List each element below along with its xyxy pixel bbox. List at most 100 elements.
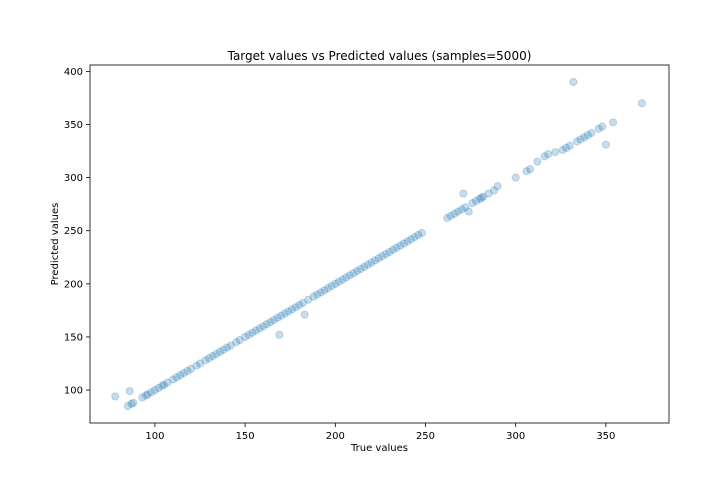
y-tick-label: 350: [64, 120, 83, 131]
data-point: [396, 241, 405, 250]
x-tick-label: 100: [145, 431, 164, 442]
data-point: [468, 199, 477, 208]
data-point: [598, 122, 607, 131]
data-point: [141, 391, 151, 400]
data-point: [493, 182, 502, 191]
data-point: [526, 165, 535, 174]
data-point: [489, 186, 499, 195]
data-point: [143, 390, 152, 399]
data-point: [309, 292, 318, 301]
data-point: [459, 189, 468, 198]
data-point: [572, 137, 582, 146]
data-point: [388, 245, 398, 254]
data-point: [129, 398, 138, 407]
data-point: [331, 279, 340, 288]
data-point: [208, 351, 217, 361]
data-point: [356, 264, 365, 274]
data-point: [300, 310, 309, 319]
data-point: [544, 150, 553, 159]
data-point: [551, 148, 560, 157]
data-point: [475, 194, 484, 203]
data-point: [540, 152, 549, 161]
data-point: [370, 256, 380, 265]
data-point: [163, 378, 172, 387]
data-point: [273, 313, 282, 322]
data-point: [446, 211, 455, 220]
data-point: [565, 141, 574, 150]
x-tick-label: 350: [596, 431, 615, 442]
data-point: [192, 361, 201, 370]
data-point: [587, 128, 596, 138]
x-tick-label: 300: [506, 431, 525, 442]
x-tick-label: 200: [326, 431, 345, 442]
data-point: [204, 354, 214, 363]
y-tick-label: 150: [64, 332, 83, 343]
data-point: [176, 371, 185, 380]
data-point: [453, 207, 463, 216]
data-point: [304, 295, 313, 304]
data-point: [183, 366, 192, 376]
data-point: [443, 213, 452, 223]
data-point: [154, 383, 163, 393]
data-point: [601, 140, 610, 149]
data-point: [248, 328, 257, 337]
data-point: [323, 283, 333, 293]
chart-title: Target values vs Predicted values (sampl…: [227, 49, 532, 63]
data-point: [352, 266, 362, 276]
data-point: [608, 118, 618, 127]
data-point: [313, 290, 322, 299]
data-point: [338, 275, 347, 284]
data-point: [594, 124, 603, 133]
y-axis-label: Predicted values: [50, 203, 61, 286]
data-point: [232, 338, 241, 347]
data-point: [251, 326, 261, 335]
data-point: [403, 237, 412, 246]
data-point: [457, 205, 466, 214]
data-point: [222, 343, 232, 352]
y-tick-label: 250: [64, 226, 83, 237]
data-point: [298, 298, 307, 308]
y-axis-ticks: 100 150 200 250 300 350 400: [64, 67, 90, 397]
y-tick-label: 100: [64, 386, 83, 397]
x-tick-label: 250: [416, 431, 435, 442]
data-point: [558, 145, 567, 155]
data-point: [414, 230, 423, 240]
data-point: [158, 381, 167, 390]
data-point: [111, 392, 120, 401]
y-tick-label: 300: [64, 173, 83, 184]
data-point: [147, 388, 156, 397]
data-point: [269, 315, 279, 325]
data-point: [417, 228, 426, 237]
x-axis-label: True values: [350, 443, 408, 454]
x-tick-label: 150: [236, 431, 255, 442]
data-point: [360, 262, 369, 271]
data-point: [363, 260, 372, 269]
data-point: [406, 235, 416, 244]
data-point: [327, 281, 336, 291]
x-axis-ticks: 100 150 200 250 300 350: [145, 423, 615, 442]
data-point: [367, 258, 376, 267]
data-point: [241, 332, 250, 342]
data-point: [580, 133, 589, 142]
data-point: [464, 207, 473, 216]
data-point: [562, 143, 571, 152]
data-point: [583, 131, 592, 140]
data-point: [195, 359, 205, 368]
data-point: [342, 273, 351, 282]
data-point: [201, 356, 210, 365]
data-point: [244, 330, 253, 339]
data-point: [471, 196, 481, 206]
data-point: [179, 368, 188, 378]
data-point: [381, 249, 390, 259]
data-point: [150, 385, 160, 395]
data-point: [215, 347, 224, 356]
data-point: [385, 247, 394, 257]
data-point: [235, 336, 244, 345]
y-tick-label: 200: [64, 279, 83, 290]
data-point: [374, 254, 383, 263]
data-point: [378, 252, 387, 261]
data-point: [168, 375, 178, 384]
data-point: [172, 373, 181, 382]
data-point: [295, 300, 304, 310]
data-point: [345, 271, 354, 280]
